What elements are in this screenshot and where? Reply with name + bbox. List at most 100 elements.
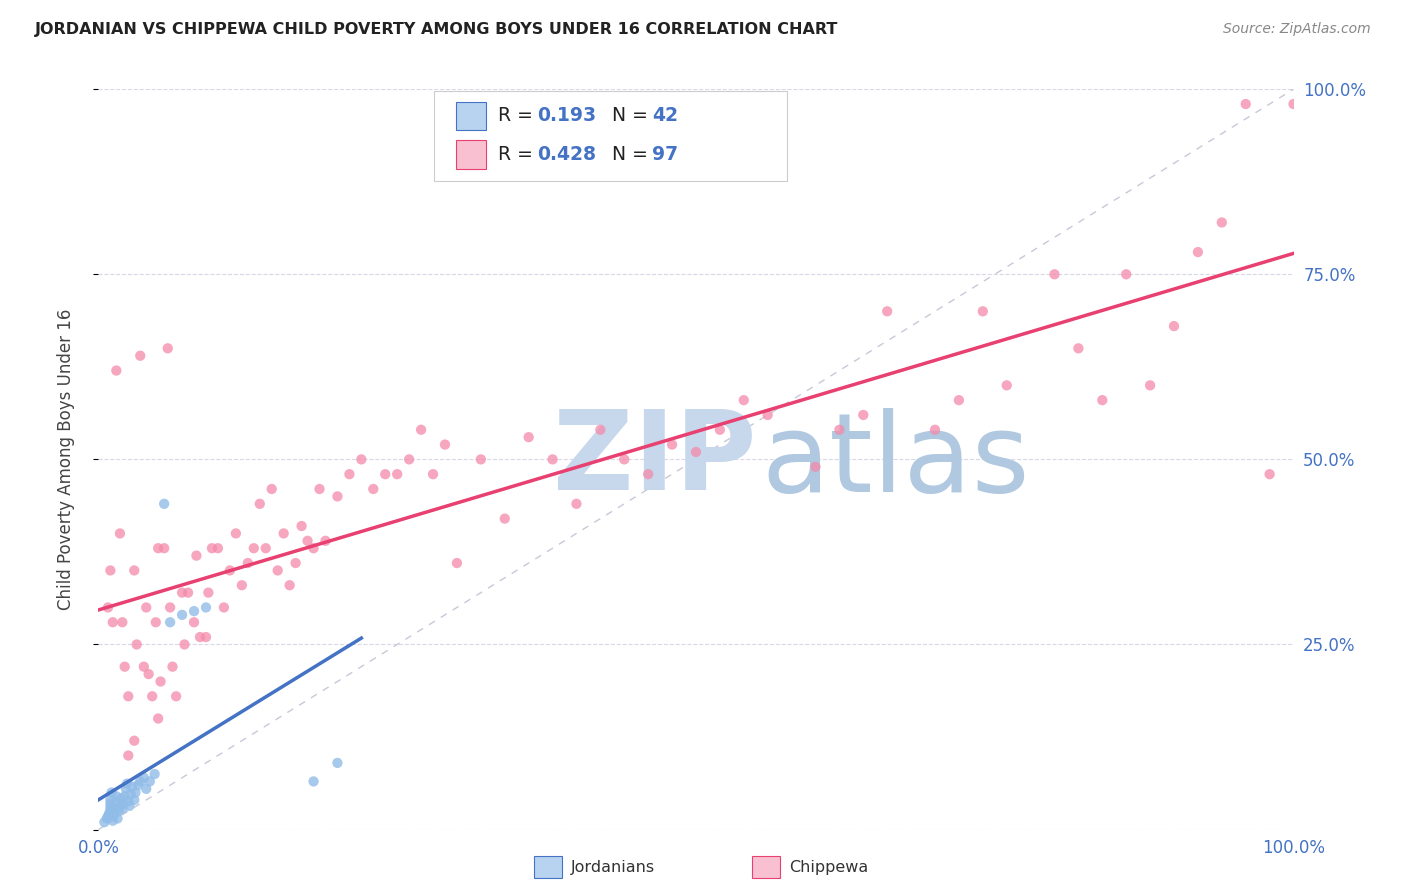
Point xyxy=(117,748,139,763)
Point xyxy=(470,452,492,467)
Point xyxy=(132,771,155,785)
Point xyxy=(284,556,307,570)
Point xyxy=(243,541,266,556)
Point xyxy=(207,541,229,556)
Point xyxy=(1234,97,1257,112)
Point xyxy=(995,378,1018,392)
Point xyxy=(101,814,124,828)
Point xyxy=(183,615,205,630)
Point xyxy=(138,667,160,681)
Point xyxy=(1067,341,1090,355)
Point xyxy=(98,797,122,811)
Point xyxy=(249,497,271,511)
Point xyxy=(98,804,122,818)
Point xyxy=(1187,245,1209,260)
Point xyxy=(135,600,157,615)
Point xyxy=(173,637,195,651)
Text: N =: N = xyxy=(600,106,654,126)
Point xyxy=(186,549,208,563)
Text: R =: R = xyxy=(498,106,538,126)
Text: 97: 97 xyxy=(652,145,679,164)
Point xyxy=(225,526,247,541)
Point xyxy=(948,393,970,408)
Point xyxy=(589,423,612,437)
Point xyxy=(613,452,636,467)
Point xyxy=(219,564,242,578)
Point xyxy=(326,489,349,503)
Point xyxy=(153,541,176,556)
Text: Chippewa: Chippewa xyxy=(789,860,868,874)
Point xyxy=(162,659,184,673)
Text: R =: R = xyxy=(498,145,538,164)
Point xyxy=(124,786,146,800)
Point xyxy=(96,812,118,826)
Point xyxy=(120,787,142,801)
Point xyxy=(852,408,875,422)
Point xyxy=(117,690,139,704)
Point xyxy=(924,423,946,437)
Point xyxy=(291,519,314,533)
Point xyxy=(297,533,319,548)
Point xyxy=(139,774,162,789)
Point xyxy=(434,437,457,451)
Point xyxy=(145,615,167,630)
Point xyxy=(565,497,588,511)
Point xyxy=(110,791,132,805)
Point xyxy=(398,452,420,467)
Point xyxy=(105,363,128,377)
Point xyxy=(1282,97,1305,112)
Point xyxy=(108,798,131,813)
Point xyxy=(114,789,136,804)
Point xyxy=(637,467,659,482)
Point xyxy=(114,659,136,673)
Point xyxy=(118,798,141,813)
Point xyxy=(125,637,148,651)
Point xyxy=(183,604,205,618)
Point xyxy=(141,690,163,704)
Point xyxy=(93,815,115,830)
Point xyxy=(1139,378,1161,392)
Point xyxy=(188,630,211,644)
Point xyxy=(104,802,127,816)
Point xyxy=(446,556,468,570)
Point xyxy=(326,756,349,770)
Point xyxy=(172,585,194,599)
Point xyxy=(273,526,295,541)
Point xyxy=(254,541,277,556)
Point xyxy=(197,585,219,599)
Point xyxy=(107,812,129,826)
Text: atlas: atlas xyxy=(762,409,1031,515)
Point xyxy=(100,786,122,800)
Point xyxy=(1043,268,1066,282)
Point xyxy=(972,304,994,318)
Point xyxy=(661,437,683,451)
Point xyxy=(159,615,181,630)
Point xyxy=(153,497,176,511)
Point xyxy=(105,794,128,808)
Text: JORDANIAN VS CHIPPEWA CHILD POVERTY AMONG BOYS UNDER 16 CORRELATION CHART: JORDANIAN VS CHIPPEWA CHILD POVERTY AMON… xyxy=(35,22,838,37)
Point xyxy=(374,467,396,482)
Point xyxy=(876,304,898,318)
Point xyxy=(756,408,779,422)
Point xyxy=(129,774,152,789)
Point xyxy=(212,600,235,615)
Point xyxy=(135,781,157,796)
Point xyxy=(315,533,337,548)
Point xyxy=(143,767,166,781)
Point xyxy=(121,780,143,794)
Point xyxy=(804,459,827,474)
Point xyxy=(111,802,134,816)
Point xyxy=(159,600,181,615)
Point xyxy=(685,445,707,459)
Point xyxy=(98,806,121,821)
Text: ZIP: ZIP xyxy=(553,406,756,513)
Point xyxy=(98,564,122,578)
Point xyxy=(541,452,564,467)
Point xyxy=(733,393,755,408)
Point xyxy=(149,674,172,689)
Point xyxy=(129,349,152,363)
Point xyxy=(517,430,540,444)
Text: Jordanians: Jordanians xyxy=(571,860,655,874)
Point xyxy=(103,807,125,822)
Point xyxy=(148,712,170,726)
